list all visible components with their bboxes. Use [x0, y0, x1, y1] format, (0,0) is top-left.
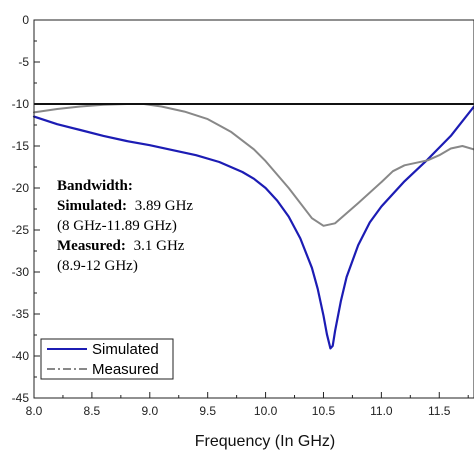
- y-tick-label: 0: [22, 13, 29, 27]
- annotation-measured-value: 3.1 GHz: [134, 238, 185, 254]
- y-tick-label: -5: [18, 55, 29, 69]
- legend-label-simulated: Simulated: [92, 341, 159, 358]
- annotation-measured: Measured: 3.1 GHz: [57, 238, 185, 254]
- x-tick-label: 9.5: [199, 404, 216, 418]
- y-tick-label: -45: [12, 391, 30, 405]
- y-tick-label: -30: [12, 265, 30, 279]
- bandwidth-annotation: Bandwidth: Simulated: 3.89 GHz (8 GHz-11…: [57, 178, 193, 274]
- y-tick-label: -10: [12, 97, 30, 111]
- y-tick-label: -40: [12, 349, 30, 363]
- annotation-simulated-value: 3.89 GHz: [135, 198, 194, 214]
- legend: Simulated Measured: [40, 338, 174, 380]
- annotation-measured-range: (8.9-12 GHz): [57, 258, 138, 274]
- x-tick-label: 9.0: [141, 404, 158, 418]
- annotation-simulated: Simulated: 3.89 GHz: [57, 198, 193, 214]
- annotation-simulated-range: (8 GHz-11.89 GHz): [57, 218, 177, 234]
- x-tick-label: 11.5: [428, 404, 451, 418]
- x-tick-label: 8.5: [84, 404, 101, 418]
- legend-box: [40, 338, 174, 380]
- x-axis-label: Frequency (In GHz): [195, 433, 335, 450]
- annotation-measured-label: Measured:: [57, 238, 126, 254]
- annotation-heading: Bandwidth:: [57, 178, 133, 194]
- x-tick-label: 8.0: [26, 404, 43, 418]
- y-tick-label: -25: [12, 223, 30, 237]
- annotation-simulated-label: Simulated:: [57, 198, 127, 214]
- y-tick-label: -15: [12, 139, 30, 153]
- x-tick-label: 10.5: [312, 404, 336, 418]
- x-tick-label: 11.0: [370, 404, 393, 418]
- legend-label-measured: Measured: [92, 361, 159, 378]
- y-tick-label: -35: [12, 307, 30, 321]
- x-tick-label: 10.0: [254, 404, 278, 418]
- y-tick-label: -20: [12, 181, 30, 195]
- series-line-simulated: [32, 105, 474, 350]
